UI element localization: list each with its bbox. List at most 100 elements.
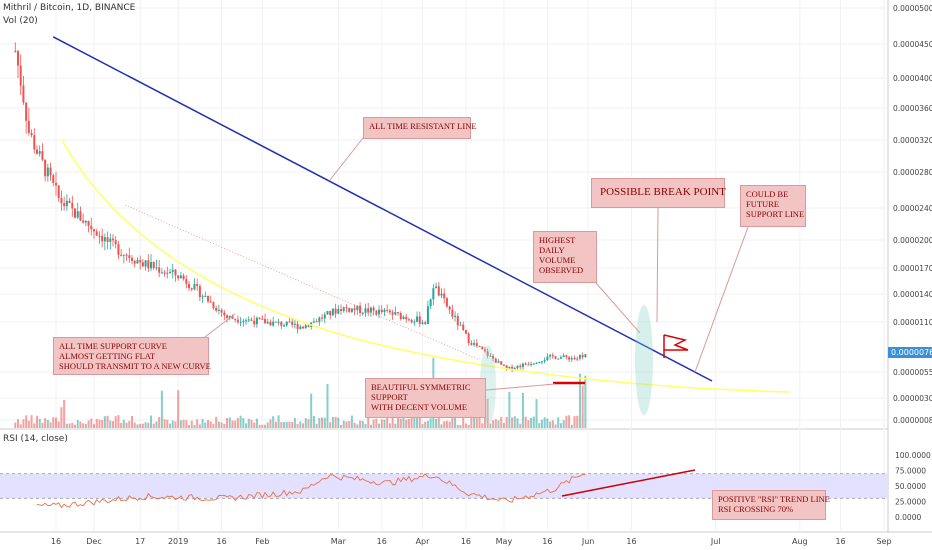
x-tick-label: 16 bbox=[626, 537, 636, 546]
candle-body bbox=[410, 319, 413, 323]
candle-body bbox=[242, 320, 245, 323]
volume-bar bbox=[372, 419, 375, 428]
candle-body bbox=[353, 308, 356, 311]
candle-body bbox=[112, 238, 115, 241]
annotation-support-curve: ALL TIME SUPPORT CURVE ALMOST GETTING FL… bbox=[53, 337, 211, 375]
volume-bar bbox=[147, 422, 150, 428]
volume-bar bbox=[394, 423, 397, 428]
candle-body bbox=[228, 315, 231, 318]
volume-bar bbox=[337, 417, 340, 428]
candle-body bbox=[277, 321, 280, 323]
candle-body bbox=[264, 319, 267, 324]
candle-body bbox=[494, 358, 497, 363]
volume-bar bbox=[464, 423, 467, 428]
candle-body bbox=[329, 310, 332, 316]
candle-body bbox=[557, 358, 560, 360]
volume-bar bbox=[136, 424, 139, 428]
volume-bar bbox=[182, 419, 185, 428]
volume-bar bbox=[144, 422, 147, 428]
candle-body bbox=[388, 310, 391, 313]
candle-body bbox=[524, 363, 527, 365]
volume-bar bbox=[266, 422, 269, 428]
candle-body bbox=[532, 363, 535, 365]
volume-bar bbox=[516, 418, 519, 428]
volume-bar bbox=[318, 417, 321, 428]
volume-bar bbox=[494, 419, 497, 428]
volume-bar bbox=[30, 415, 33, 428]
candle-body bbox=[55, 182, 57, 186]
volume-bar bbox=[190, 420, 193, 428]
callout-pointer bbox=[656, 207, 659, 323]
volume-bar bbox=[19, 424, 22, 428]
volume-bar bbox=[68, 423, 71, 428]
candle-body bbox=[348, 308, 351, 312]
candle-body bbox=[489, 355, 492, 357]
volume-bar bbox=[84, 423, 87, 428]
candle-body bbox=[133, 260, 136, 264]
rsi-line bbox=[36, 473, 586, 509]
candle-body bbox=[437, 286, 440, 296]
candle-body bbox=[215, 307, 218, 311]
candle-body bbox=[250, 319, 253, 321]
volume-bar bbox=[201, 419, 204, 428]
volume-bar bbox=[562, 420, 565, 428]
volume-bar bbox=[79, 421, 82, 428]
volume-bar bbox=[22, 419, 25, 428]
candle-body bbox=[549, 355, 552, 357]
candle-body bbox=[296, 323, 299, 329]
volume-bar bbox=[52, 417, 55, 428]
candle-body bbox=[459, 324, 462, 326]
callout-pointer bbox=[485, 383, 556, 391]
candle-body bbox=[272, 321, 275, 326]
candle-body bbox=[429, 299, 432, 307]
candle-body bbox=[312, 321, 315, 323]
volume-bar bbox=[557, 417, 560, 428]
volume-bar bbox=[163, 419, 166, 428]
volume-bar bbox=[253, 422, 256, 428]
candle-body bbox=[516, 365, 519, 369]
volume-bar bbox=[315, 423, 318, 428]
volume-bar bbox=[369, 424, 372, 428]
candle-body bbox=[283, 325, 286, 327]
volume-bar bbox=[228, 417, 231, 428]
candle-body bbox=[378, 309, 381, 315]
candle-body bbox=[304, 325, 307, 329]
x-tick-label: Jun bbox=[581, 537, 595, 546]
volume-bar bbox=[570, 424, 573, 428]
volume-bar bbox=[103, 416, 106, 428]
volume-bar bbox=[361, 420, 364, 428]
volume-bar bbox=[198, 424, 201, 428]
volume-bar bbox=[402, 417, 405, 428]
volume-bar bbox=[280, 422, 283, 428]
candle-body bbox=[448, 306, 451, 310]
volume-bar bbox=[489, 423, 492, 428]
candle-body bbox=[226, 315, 229, 318]
volume-bar bbox=[356, 424, 359, 428]
candle-body bbox=[117, 244, 120, 255]
candle-body bbox=[125, 254, 128, 256]
volume-bar bbox=[204, 422, 207, 428]
candle-body bbox=[505, 365, 508, 369]
candle-body bbox=[185, 279, 188, 284]
volume-bar bbox=[576, 415, 579, 428]
candle-body bbox=[19, 65, 22, 86]
volume-bar bbox=[122, 419, 125, 428]
volume-bar bbox=[250, 419, 253, 428]
callout-pointer bbox=[694, 226, 749, 373]
candle-body bbox=[570, 358, 573, 360]
volume-bar bbox=[112, 421, 115, 428]
volume-bar bbox=[302, 423, 305, 428]
volume-bar bbox=[49, 422, 52, 428]
x-tick-label: 16 bbox=[542, 537, 552, 546]
volume-bar bbox=[502, 422, 505, 428]
x-tick-label: Dec bbox=[86, 537, 101, 546]
volume-bar bbox=[486, 398, 489, 428]
candle-body bbox=[432, 288, 435, 300]
x-tick-label: May bbox=[496, 537, 513, 546]
volume-bar bbox=[209, 421, 212, 428]
candle-body bbox=[95, 231, 98, 236]
candle-body bbox=[269, 321, 272, 326]
